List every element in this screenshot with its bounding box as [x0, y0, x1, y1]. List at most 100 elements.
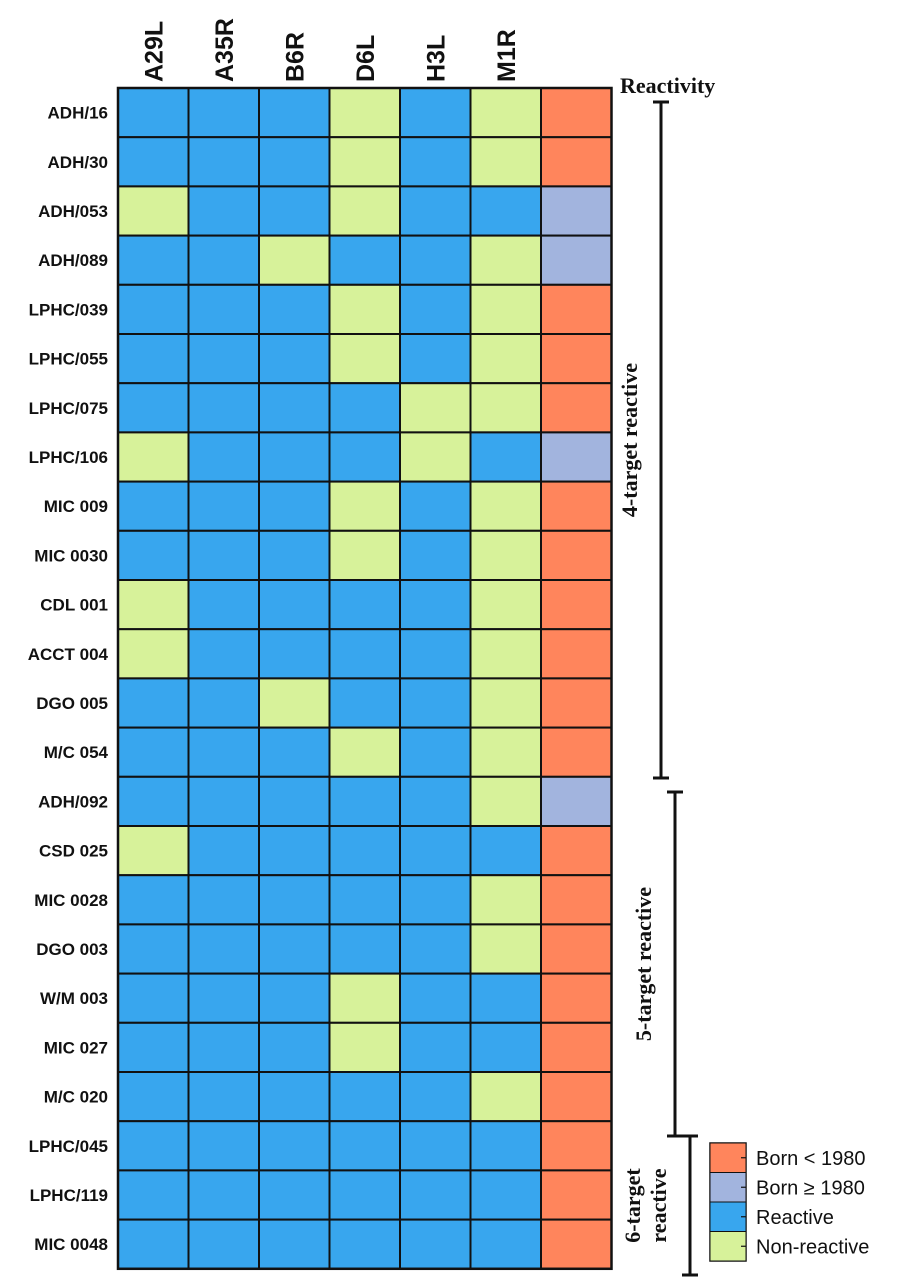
- column-label: B6R: [281, 32, 309, 82]
- heatmap-cell: [258, 1071, 331, 1123]
- legend-label: Born < 1980: [756, 1148, 866, 1170]
- heatmap-cell: [328, 579, 401, 631]
- heatmap-cell: [187, 1021, 260, 1073]
- legend-label: Reactive: [756, 1207, 834, 1229]
- heatmap-cell: [399, 185, 472, 237]
- row-label: MIC 027: [44, 1038, 108, 1057]
- heatmap-cell: [469, 923, 542, 975]
- heatmap-cell: [469, 87, 542, 139]
- row-label: LPHC/055: [29, 350, 108, 369]
- heatmap-cell: [258, 283, 331, 335]
- heatmap-cell: [469, 628, 542, 680]
- row-label: LPHC/039: [29, 300, 108, 319]
- heatmap-cell: [117, 628, 190, 680]
- birth-cohort-cell: [540, 382, 613, 434]
- birth-cohort-cell: [540, 825, 613, 877]
- heatmap-cell: [117, 333, 190, 385]
- heatmap-cell: [399, 1120, 472, 1172]
- heatmap-cell: [117, 431, 190, 483]
- heatmap-cell: [328, 480, 401, 532]
- heatmap-cell: [258, 677, 331, 729]
- heatmap-cell: [117, 726, 190, 778]
- heatmap-cell: [187, 529, 260, 581]
- row-label: LPHC/045: [29, 1137, 108, 1156]
- heatmap-cell: [328, 874, 401, 926]
- heatmap-cell: [117, 923, 190, 975]
- birth-cohort-cell: [540, 1120, 613, 1172]
- birth-cohort-cell: [540, 972, 613, 1024]
- heatmap-cell: [328, 333, 401, 385]
- heatmap-cell: [399, 431, 472, 483]
- heatmap-cell: [469, 874, 542, 926]
- heatmap-cell: [399, 579, 472, 631]
- group-label: 6-target: [620, 1168, 645, 1243]
- row-label: ADH/092: [38, 792, 108, 811]
- legend-swatch: [709, 1142, 747, 1173]
- heatmap-cell: [187, 185, 260, 237]
- birth-cohort-cell: [540, 185, 613, 237]
- heatmap-cell: [187, 628, 260, 680]
- heatmap-cell: [117, 529, 190, 581]
- legend-swatch: [709, 1231, 747, 1262]
- heatmap-cell: [258, 333, 331, 385]
- heatmap-cell: [469, 185, 542, 237]
- row-label: ADH/30: [48, 153, 108, 172]
- heatmap-cell: [399, 628, 472, 680]
- birth-cohort-cell: [540, 529, 613, 581]
- heatmap-cell: [117, 480, 190, 532]
- heatmap-cell: [187, 1169, 260, 1221]
- heatmap-cell: [399, 775, 472, 827]
- column-label: A29L: [140, 21, 168, 82]
- heatmap-cell: [117, 775, 190, 827]
- birth-cohort-cell: [540, 283, 613, 335]
- heatmap-cell: [328, 972, 401, 1024]
- heatmap-cell: [187, 726, 260, 778]
- row-label: LPHC/106: [29, 448, 108, 467]
- row-label: MIC 009: [44, 497, 108, 516]
- legend-label: Born ≥ 1980: [756, 1177, 865, 1199]
- group-label: 4-target reactive: [617, 363, 642, 517]
- birth-cohort-cell: [540, 874, 613, 926]
- group-label: reactive: [646, 1168, 671, 1242]
- heatmap-cell: [117, 234, 190, 286]
- row-label: M/C 054: [44, 743, 109, 762]
- group-label: 5-target reactive: [631, 887, 656, 1041]
- heatmap-cell: [187, 677, 260, 729]
- heatmap-cell: [328, 283, 401, 335]
- heatmap-cell: [258, 1218, 331, 1270]
- heatmap-cell: [117, 283, 190, 335]
- heatmap-cell: [328, 677, 401, 729]
- heatmap-cell: [258, 1120, 331, 1172]
- heatmap-cell: [258, 775, 331, 827]
- heatmap-cell: [258, 234, 331, 286]
- birth-cohort-cell: [540, 431, 613, 483]
- legend-label: Non-reactive: [756, 1236, 869, 1258]
- heatmap-cell: [328, 185, 401, 237]
- heatmap-cell: [399, 677, 472, 729]
- heatmap-cell: [117, 1218, 190, 1270]
- heatmap-cell: [328, 382, 401, 434]
- heatmap-cell: [187, 1218, 260, 1270]
- heatmap-cell: [187, 87, 260, 139]
- heatmap-cell: [328, 87, 401, 139]
- birth-cohort-cell: [540, 923, 613, 975]
- heatmap-cell: [258, 1169, 331, 1221]
- column-label: H3L: [422, 35, 450, 82]
- heatmap-cell: [469, 972, 542, 1024]
- row-label: MIC 0048: [34, 1235, 108, 1254]
- heatmap-cell: [258, 480, 331, 532]
- heatmap-cell: [469, 677, 542, 729]
- heatmap-cell: [328, 1169, 401, 1221]
- heatmap-cell: [117, 825, 190, 877]
- heatmap-cell: [399, 1021, 472, 1073]
- heatmap-cell: [399, 726, 472, 778]
- row-label: CSD 025: [39, 842, 108, 861]
- heatmap-cell: [258, 136, 331, 188]
- heatmap-cell: [258, 923, 331, 975]
- heatmap-cell: [469, 431, 542, 483]
- heatmap-cell: [469, 1169, 542, 1221]
- birth-cohort-cell: [540, 775, 613, 827]
- heatmap-cell: [117, 874, 190, 926]
- heatmap-cell: [117, 1120, 190, 1172]
- heatmap-cell: [258, 1021, 331, 1073]
